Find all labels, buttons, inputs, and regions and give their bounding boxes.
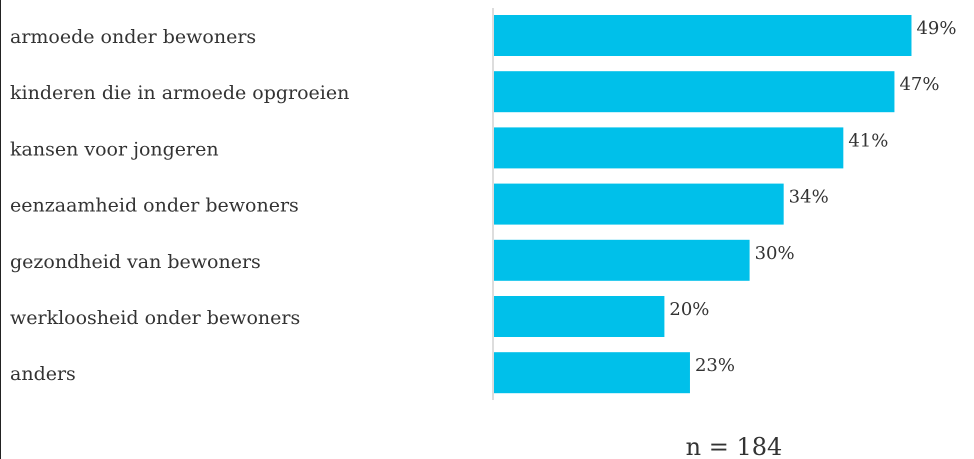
category-label: anders — [10, 363, 76, 385]
category-label: kansen voor jongeren — [10, 138, 219, 160]
sample-size-note: n = 184 — [686, 433, 783, 459]
value-label: 34% — [789, 187, 829, 208]
category-label: eenzaamheid onder bewoners — [10, 195, 299, 217]
value-labels: 49% 47% 41% 34% 30% 20% 23% — [669, 18, 956, 376]
bars — [494, 15, 912, 394]
bar — [494, 71, 895, 113]
value-label: 23% — [695, 355, 735, 376]
category-labels: armoede onder bewoners kinderen die in ar… — [10, 26, 349, 385]
bar — [494, 296, 665, 337]
bar — [494, 239, 750, 281]
value-label: 49% — [916, 18, 956, 39]
left-frame-line — [0, 0, 1, 459]
bar — [494, 183, 784, 225]
value-label: 41% — [848, 130, 888, 151]
value-label: 20% — [669, 299, 709, 320]
bar — [494, 352, 690, 394]
value-label: 30% — [755, 243, 795, 264]
category-label: gezondheid van bewoners — [10, 251, 261, 273]
category-label: kinderen die in armoede opgroeien — [10, 82, 349, 104]
category-label: werkloosheid onder bewoners — [10, 307, 300, 329]
category-label: armoede onder bewoners — [10, 26, 256, 48]
value-label: 47% — [899, 74, 939, 95]
bar — [494, 127, 844, 169]
bar — [494, 15, 912, 56]
